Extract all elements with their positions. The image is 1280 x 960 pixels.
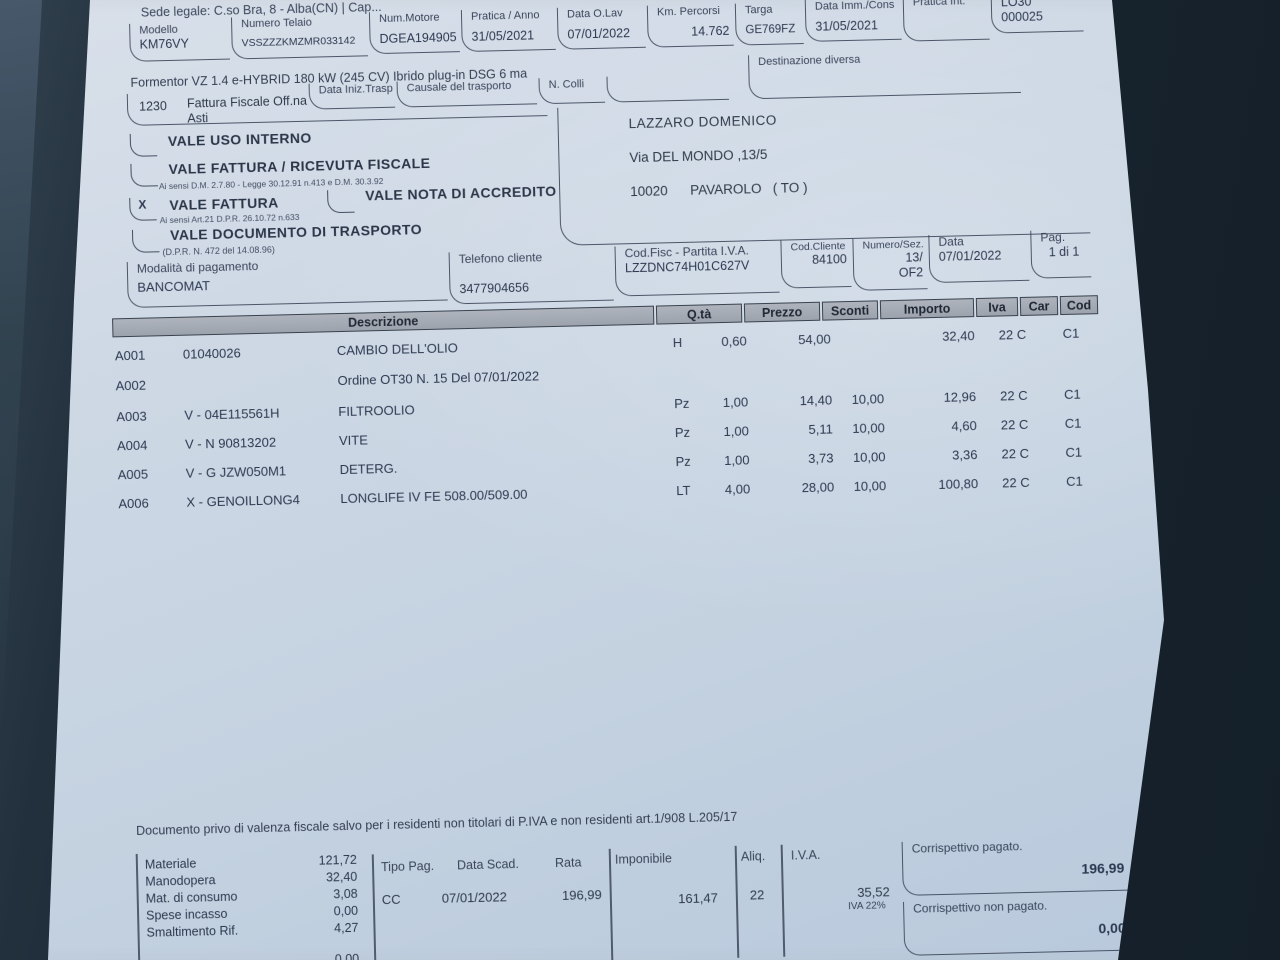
data-scad-value: 07/01/2022: [441, 889, 508, 906]
field-pratica-int: Pratica Int.: [902, 0, 990, 42]
field-empty-box: [606, 73, 730, 103]
field-destinazione-diversa: Destinazione diversa: [748, 48, 1021, 100]
field-num-motore: Num.Motore DGEA194905: [368, 10, 460, 55]
th-car: Car: [1019, 296, 1059, 316]
corrispettivo-non-pagato-box: Corrispettivo non pagato. 0,00: [903, 896, 1131, 956]
th-cod: Cod: [1059, 295, 1099, 316]
checkbox-nota-accredito: [327, 189, 355, 214]
field-data: Data 07/01/2022: [928, 232, 1030, 284]
field-modello: Modello KM76VY: [129, 21, 230, 62]
doc-number: 1230: [138, 99, 168, 114]
divider: [135, 853, 141, 960]
th-descrizione: Descrizione: [112, 305, 655, 338]
field-modalita-pagamento: Modalità di pagamento BANCOMAT: [126, 254, 448, 309]
aliq-label: Aliq.: [740, 849, 766, 864]
field-cod-cliente: Cod.Cliente 84100: [780, 238, 852, 289]
th-qta: Q.tà: [655, 303, 743, 325]
aliq-value: 22: [749, 887, 765, 903]
th-importo: Importo: [879, 298, 975, 320]
th-prezzo: Prezzo: [743, 301, 821, 323]
tipo-pag-label: Tipo Pag.: [380, 858, 435, 875]
note-fattura: Ai sensi Art.21 D.P.R. 26.10.72 n.633: [159, 211, 300, 226]
divider: [734, 845, 739, 958]
checkbox-uso-interno: [129, 133, 158, 157]
doc-place: Asti: [187, 111, 209, 126]
imponibile-value: 161,47: [677, 890, 719, 907]
th-sconti: Sconti: [821, 300, 879, 321]
field-pratica-anno: Pratica / Anno 31/05/2021: [460, 7, 556, 53]
checkbox-fattura-ricevuta: [130, 163, 158, 187]
field-data-olav: Data O.Lav 07/01/2022: [556, 5, 646, 50]
divider: [780, 844, 785, 957]
field-n-colli: N. Colli: [538, 76, 606, 105]
checkbox-documento-trasporto: [131, 229, 160, 253]
field-km-percorsi: Km. Percorsi 14.762: [646, 3, 734, 48]
divider: [371, 854, 376, 960]
field-n-olav: N. O.Lav. LO30 000025: [990, 0, 1084, 34]
label-fattura-ricevuta: VALE FATTURA / RICEVUTA FISCALE: [168, 154, 431, 178]
iva-value: 35,52: [857, 884, 890, 900]
label-nota-accredito: VALE NOTA DI ACCREDITO: [365, 182, 557, 204]
customer-address: Via DEL MONDO ,13/5: [629, 146, 768, 166]
divider: [608, 848, 613, 960]
note-documento-trasporto: (D.P.R. N. 472 del 14.08.96): [162, 244, 275, 258]
field-targa: Targa GE769FZ: [734, 2, 804, 46]
field-numero-telaio: Numero Telaio VSSZZZKMZMR033142: [230, 14, 368, 60]
field-data-imm-cons: Data Imm./Cons 31/05/2021: [804, 0, 902, 42]
iva-label: I.V.A.: [790, 847, 821, 863]
customer-cap-city: 10020 PAVAROLO ( TO ): [630, 179, 808, 200]
field-telefono-cliente: Telefono cliente 3477904656: [448, 248, 614, 305]
data-scad-label: Data Scad.: [456, 856, 520, 873]
iva-note: IVA 22%: [847, 900, 886, 913]
footer-note: Documento privo di valenza fiscale salvo…: [135, 809, 738, 838]
field-numero-sez: Numero/Sez. 13/ OF2: [852, 237, 928, 291]
tipo-pag-value: CC: [381, 891, 401, 908]
th-iva: Iva: [975, 297, 1019, 318]
imponibile-label: Imponibile: [614, 851, 673, 867]
rata-label: Rata: [554, 855, 582, 871]
rata-value: 196,99: [561, 887, 602, 903]
label-fattura: VALE FATTURA: [169, 194, 279, 214]
field-codfisc-piva: Cod.Fisc - Partita I.V.A. LZZDNC74H01C62…: [614, 242, 780, 297]
checkbox-fattura-checked: X: [129, 197, 157, 221]
corrispettivo-pagato-box: Corrispettivo pagato. 196,99: [901, 836, 1129, 896]
label-documento-trasporto: VALE DOCUMENTO DI TRASPORTO: [169, 221, 423, 244]
label-uso-interno: VALE USO INTERNO: [167, 129, 312, 150]
background-wedge: [0, 0, 42, 760]
customer-name: LAZZARO DOMENICO: [628, 112, 778, 132]
field-pag: Pag. 1 di 1: [1030, 229, 1092, 279]
doc-type: Fattura Fiscale Off.na: [186, 93, 308, 111]
customer-box: LAZZARO DOMENICO Via DEL MONDO ,13/5 100…: [557, 95, 1091, 246]
